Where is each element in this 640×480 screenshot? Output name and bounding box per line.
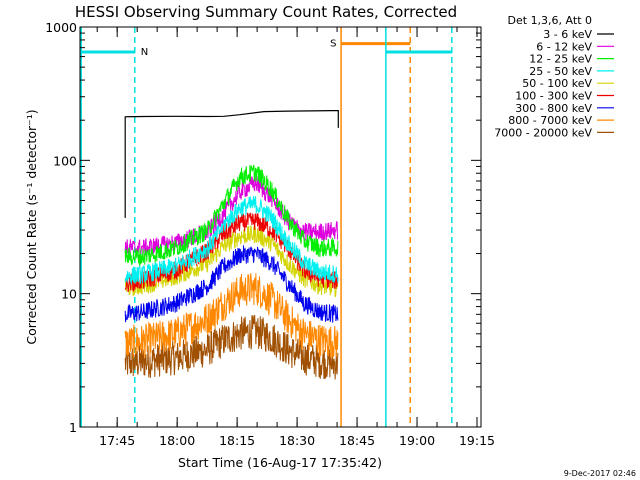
flag-label: N — [141, 47, 148, 58]
legend-label: 7000 - 20000 keV — [494, 126, 592, 139]
x-tick-label: 18:30 — [279, 433, 315, 448]
x-tick-label: 19:00 — [399, 433, 435, 448]
chart-title: HESSI Observing Summary Count Rates, Cor… — [75, 3, 457, 21]
x-tick-label: 18:15 — [219, 433, 255, 448]
legend-label: 100 - 300 keV — [515, 90, 592, 103]
y-axis: 1 10 100 1000 — [45, 20, 481, 435]
y-axis-label: Corrected Count Rate (s⁻¹ detector⁻¹) — [24, 109, 39, 344]
footer-timestamp: 9-Dec-2017 02:46 — [564, 469, 636, 478]
flag-label: S — [330, 39, 336, 50]
series-line — [124, 212, 339, 293]
x-axis: 17:45 18:00 18:15 18:30 18:45 19:00 19:15 — [96, 27, 495, 448]
flag-marker: S — [330, 27, 411, 427]
series-line — [124, 245, 339, 323]
x-tick-label: 17:45 — [99, 433, 135, 448]
legend-label: 12 - 25 keV — [529, 53, 592, 66]
x-tick-label: 19:15 — [459, 433, 495, 448]
x-tick-label: 18:45 — [339, 433, 375, 448]
legend-title: Det 1,3,6, Att 0 — [508, 14, 592, 27]
flag-marker — [385, 27, 453, 427]
legend-label: 3 - 6 keV — [543, 28, 592, 41]
legend-label: 300 - 800 keV — [515, 102, 592, 115]
y-tick-label: 1 — [69, 420, 77, 435]
y-tick-label: 10 — [61, 287, 77, 302]
flag-marker: N — [80, 27, 148, 427]
legend-label: 6 - 12 keV — [536, 40, 592, 53]
series-line — [124, 273, 339, 359]
legend-label: 800 - 7000 keV — [508, 114, 592, 127]
series-line — [124, 110, 339, 218]
legend-label: 50 - 100 keV — [522, 77, 592, 90]
plot-frame — [79, 26, 482, 428]
y-tick-label: 100 — [53, 153, 77, 168]
x-tick-label: 18:00 — [159, 433, 195, 448]
y-tick-label: 1000 — [45, 20, 77, 35]
series-line — [124, 314, 339, 380]
legend-label: 25 - 50 keV — [529, 65, 592, 78]
series-line — [124, 196, 339, 285]
series-line — [124, 164, 339, 266]
plot-area: NS — [80, 27, 453, 427]
x-axis-label: Start Time (16-Aug-17 17:35:42) — [178, 455, 382, 470]
